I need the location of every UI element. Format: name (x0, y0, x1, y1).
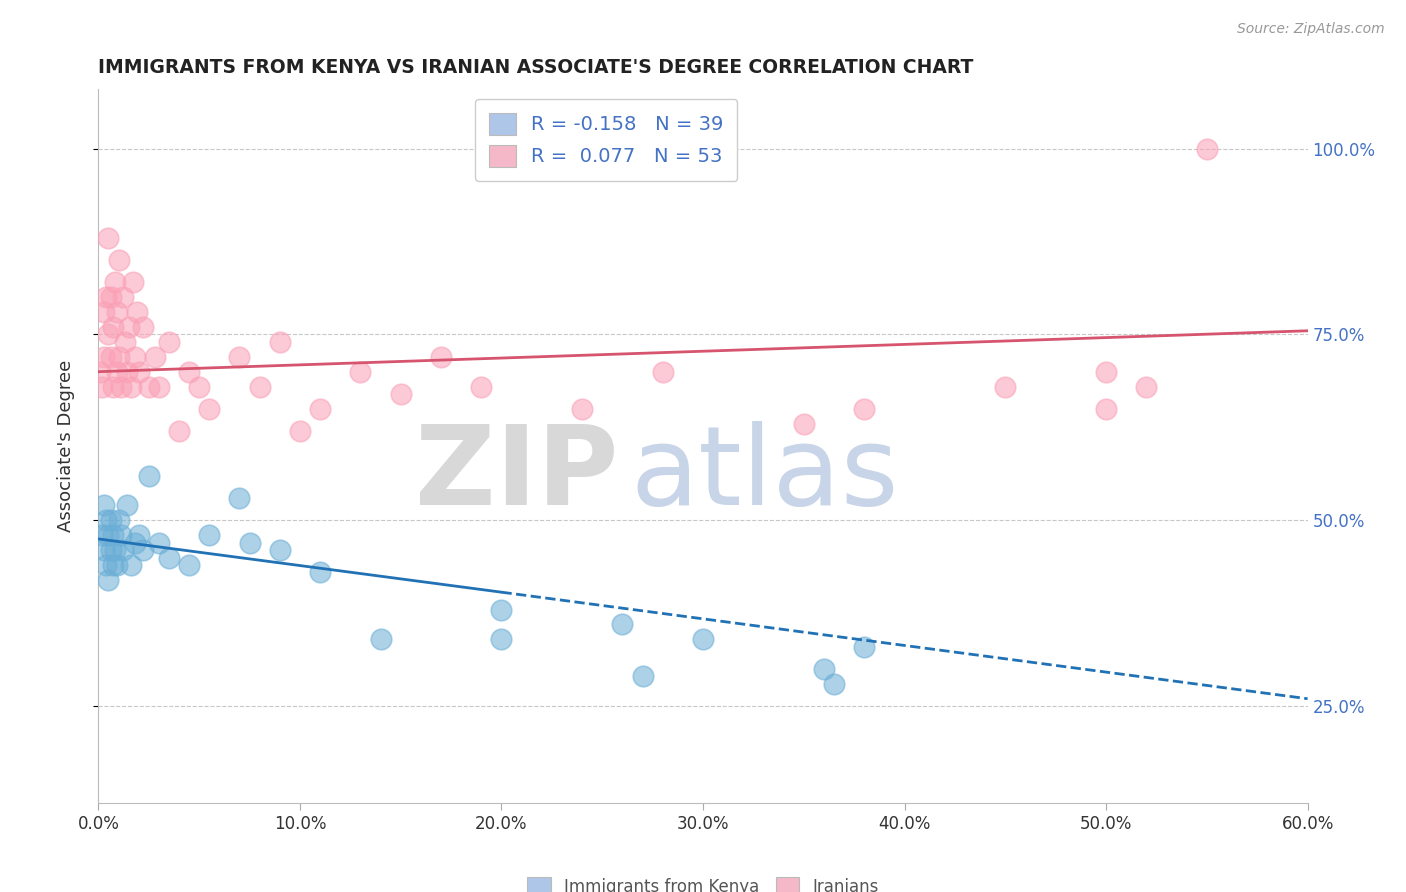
Point (93, 350, 115, 364)
Point (100, 513, 122, 527)
Point (125, 305, 148, 319)
Point (93, 305, 115, 319)
Point (115, 365, 138, 379)
Point (105, 305, 128, 319)
Point (491, 632, 513, 647)
Point (101, 558, 124, 572)
Point (793, 417, 815, 431)
Point (101, 379, 124, 393)
Point (1135, 379, 1157, 393)
Point (138, 468, 160, 483)
Point (114, 334, 136, 349)
Point (97, 231, 120, 245)
Point (370, 632, 392, 647)
Point (111, 543, 134, 558)
Point (228, 491, 250, 505)
Point (249, 379, 271, 393)
Point (105, 365, 128, 379)
Point (100, 350, 122, 364)
Point (470, 379, 492, 393)
Point (148, 379, 170, 393)
Legend: Immigrants from Kenya, Iranians: Immigrants from Kenya, Iranians (519, 868, 887, 892)
Point (110, 528, 132, 542)
Point (188, 379, 211, 393)
Point (853, 401, 876, 416)
Point (179, 558, 201, 572)
Point (97, 528, 120, 542)
Point (91, 379, 114, 393)
Point (571, 401, 593, 416)
Point (115, 499, 138, 513)
Point (96, 558, 118, 572)
Point (309, 566, 332, 580)
Point (101, 320, 124, 334)
Point (103, 276, 125, 290)
Point (118, 320, 141, 334)
Point (96, 290, 118, 304)
Point (128, 365, 150, 379)
Text: atlas: atlas (630, 421, 898, 528)
Point (107, 350, 129, 364)
Point (179, 365, 201, 379)
Point (107, 513, 129, 527)
Point (132, 320, 155, 334)
Point (105, 558, 128, 572)
Point (124, 350, 146, 364)
Point (121, 276, 143, 290)
Point (269, 334, 291, 349)
Point (692, 632, 714, 647)
Point (823, 677, 845, 691)
Point (97, 327, 120, 342)
Point (93, 543, 115, 558)
Point (93, 499, 115, 513)
Point (143, 350, 166, 364)
Point (389, 387, 412, 401)
Point (148, 535, 170, 549)
Text: IMMIGRANTS FROM KENYA VS IRANIAN ASSOCIATE'S DEGREE CORRELATION CHART: IMMIGRANTS FROM KENYA VS IRANIAN ASSOCIA… (98, 57, 974, 77)
Point (120, 379, 142, 393)
Point (198, 401, 221, 416)
Point (994, 379, 1017, 393)
Point (91, 528, 114, 542)
Point (120, 558, 142, 572)
Point (430, 350, 453, 364)
Point (349, 365, 371, 379)
Point (97, 573, 120, 587)
Point (96, 513, 118, 527)
Point (101, 528, 124, 542)
Point (198, 528, 221, 542)
Point (111, 290, 134, 304)
Point (269, 543, 291, 558)
Text: ZIP: ZIP (415, 421, 619, 528)
Point (288, 424, 311, 438)
Point (309, 401, 332, 416)
Point (89, 365, 111, 379)
Point (107, 253, 129, 268)
Point (813, 662, 835, 676)
Point (1195, 142, 1218, 156)
Point (612, 617, 634, 632)
Point (103, 543, 125, 558)
Point (128, 528, 150, 542)
Point (157, 550, 180, 565)
Point (631, 669, 654, 683)
Y-axis label: Associate's Degree: Associate's Degree (56, 359, 75, 533)
Point (1095, 365, 1118, 379)
Point (138, 379, 160, 393)
Point (167, 424, 190, 438)
Point (100, 543, 122, 558)
Point (132, 543, 155, 558)
Point (651, 365, 673, 379)
Point (239, 535, 262, 549)
Point (853, 640, 876, 654)
Point (157, 334, 180, 349)
Point (1095, 401, 1118, 416)
Point (491, 602, 513, 616)
Text: Source: ZipAtlas.com: Source: ZipAtlas.com (1237, 22, 1385, 37)
Point (110, 379, 132, 393)
Point (228, 350, 250, 364)
Point (100, 290, 122, 304)
Point (124, 535, 146, 549)
